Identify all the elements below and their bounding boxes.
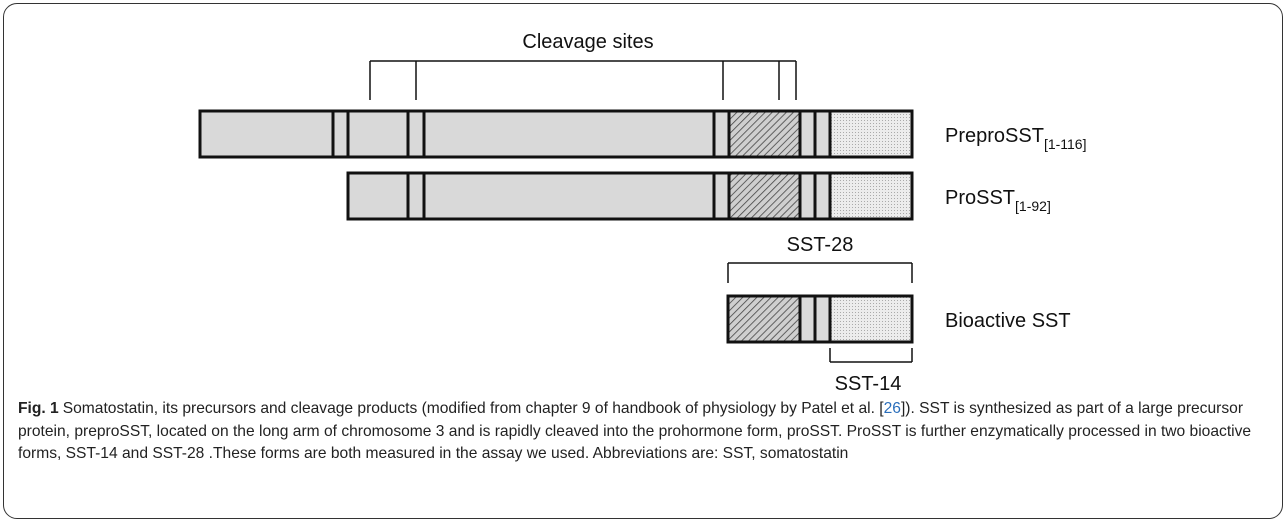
preprosst-label: PreproSST[1-116] (945, 125, 1086, 152)
name: PreproSST (945, 125, 1044, 147)
caption-text: ]). SST is synthesized as part of a larg… (18, 400, 1252, 462)
sst28-label: SST-28 (787, 234, 854, 256)
caption-label: Fig. 1 (18, 400, 59, 417)
figure-frame (3, 3, 1283, 519)
prosst-bar (346, 171, 914, 221)
subscript: [1-92] (1015, 198, 1051, 214)
sst14-label: SST-14 (835, 373, 902, 395)
subscript: [1-116] (1044, 136, 1087, 152)
caption-text: Somatostatin, its precursors and cleavag… (62, 400, 884, 417)
sst14-bracket (829, 348, 913, 363)
name: ProSST (945, 187, 1015, 209)
cleavage-bracket (369, 60, 797, 100)
diagram: Cleavage sites PreproSST[1-116] ProSST[1… (198, 31, 1086, 395)
bioactive-bar (726, 294, 914, 344)
prosst-label: ProSST[1-92] (945, 187, 1051, 214)
preprosst-bar (198, 109, 914, 159)
bioactive-label: Bioactive SST (945, 310, 1071, 332)
reference-link[interactable]: 26 (883, 400, 901, 417)
caption: Fig. 1 Somatostatin, its precursors and c… (18, 398, 1273, 466)
cleavage-label: Cleavage sites (522, 31, 653, 53)
sst28-bracket (727, 262, 913, 283)
